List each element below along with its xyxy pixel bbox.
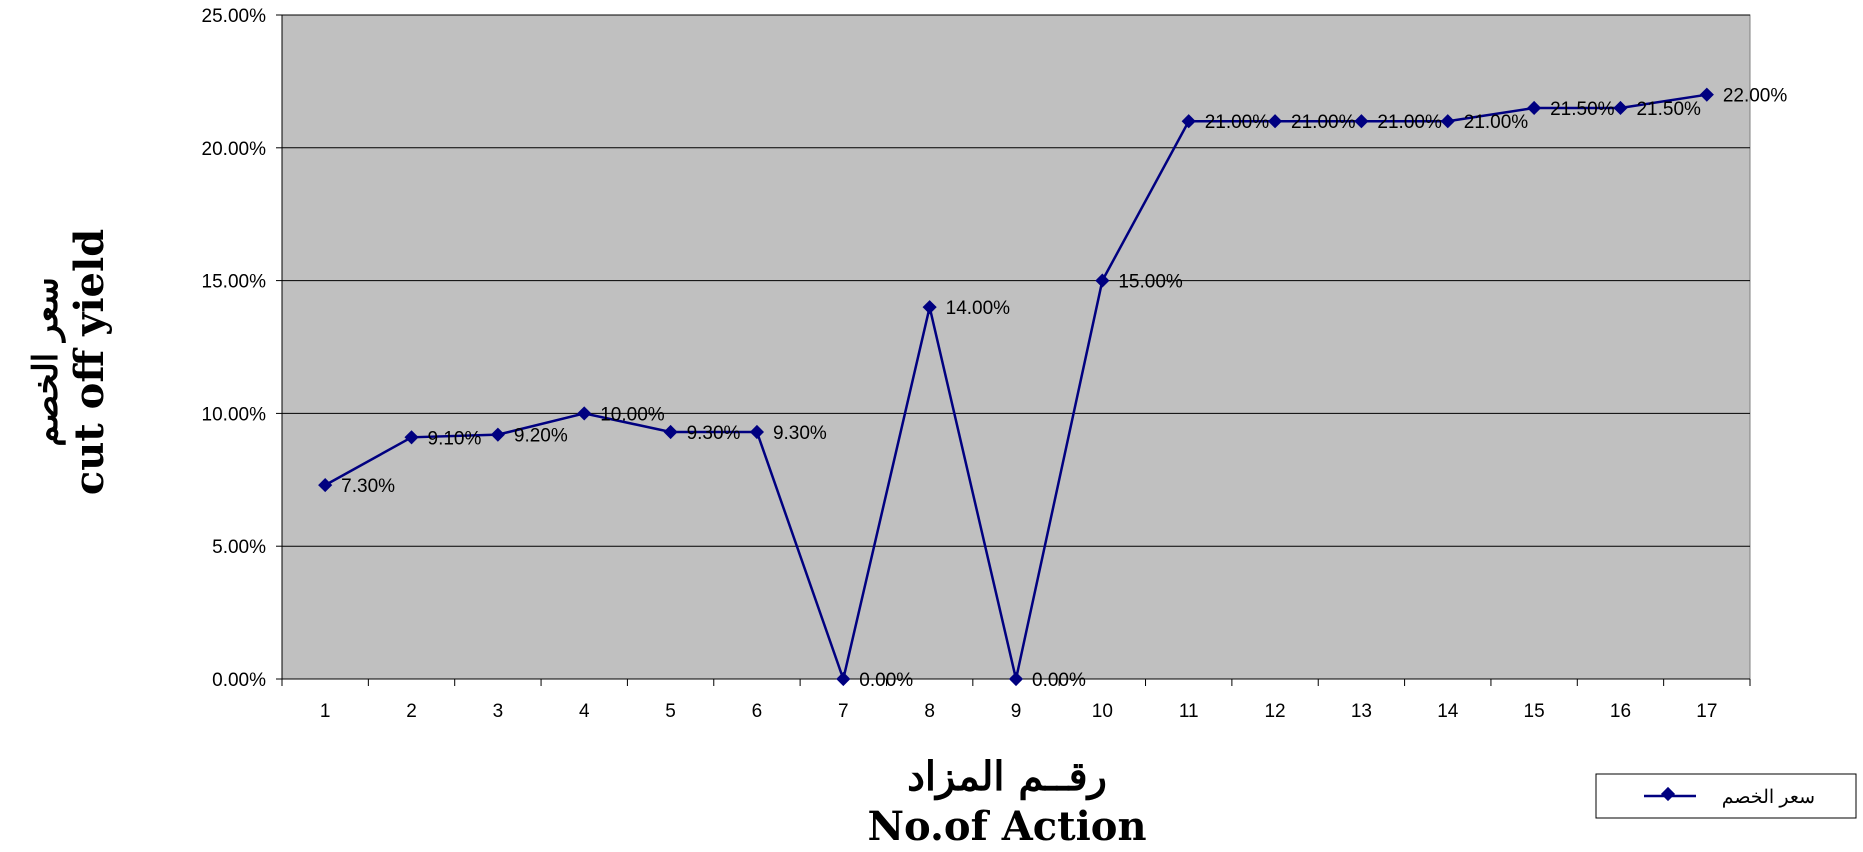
data-point <box>1008 671 1024 687</box>
series-markers <box>318 87 1714 687</box>
x-axis-ticks <box>281 679 1751 686</box>
data-label: 9.30% <box>773 423 827 444</box>
data-label: 21.00% <box>1291 112 1356 133</box>
data-label: 10.00% <box>600 404 665 425</box>
data-label: 22.00% <box>1723 86 1788 107</box>
data-label: 14.00% <box>946 298 1011 319</box>
data-point <box>404 430 419 445</box>
data-point <box>922 300 937 315</box>
x-tick-label: 5 <box>665 701 676 722</box>
legend-box <box>1595 773 1857 819</box>
x-tick-label: 8 <box>924 701 935 722</box>
legend: سعر الخصم <box>1595 773 1857 819</box>
x-axis-title-english: No.of Action <box>867 803 1146 850</box>
data-label: 7.30% <box>341 476 395 497</box>
x-tick-label: 2 <box>406 701 417 722</box>
x-axis-title-arabic: رقــم المزاد <box>907 753 1107 801</box>
data-label: 21.50% <box>1636 99 1701 120</box>
y-tick-label: 15.00% <box>202 272 267 293</box>
x-tick-label: 13 <box>1351 701 1372 722</box>
data-point <box>1527 100 1542 116</box>
x-tick-label: 3 <box>493 701 504 722</box>
y-axis-title-english: cut off yield <box>66 229 113 495</box>
legend-marker <box>1660 786 1676 802</box>
data-label: 21.50% <box>1550 99 1615 120</box>
data-label: 0.00% <box>1032 670 1086 691</box>
x-tick-label: 15 <box>1524 701 1545 722</box>
data-point <box>749 424 765 440</box>
data-point <box>663 424 678 440</box>
data-label: 21.00% <box>1464 112 1529 133</box>
x-tick-label: 7 <box>838 701 849 722</box>
y-tick-label: 25.00% <box>202 6 267 27</box>
plot-area <box>281 14 1751 680</box>
y-tick-label: 20.00% <box>202 139 267 160</box>
x-tick-label: 12 <box>1264 701 1285 722</box>
legend-label: سعر الخصم <box>1722 787 1815 808</box>
x-tick-label: 10 <box>1092 701 1113 722</box>
data-point <box>1181 114 1196 129</box>
data-point <box>1354 114 1369 129</box>
data-point <box>1440 114 1455 129</box>
y-axis-title: سعر الخصم cut off yield <box>26 229 113 495</box>
x-tick-label: 6 <box>752 701 763 722</box>
x-axis-tick-labels: 1 2 3 4 5 6 7 8 9 10 11 12 13 14 15 16 17 <box>320 701 1718 722</box>
x-tick-label: 16 <box>1610 701 1631 722</box>
data-labels: 7.30% 9.10% 9.20% 10.00% 9.30% 9.30% 0.00% 14.0… <box>341 86 1787 691</box>
data-label: 21.00% <box>1377 112 1442 133</box>
x-tick-label: 9 <box>1011 701 1022 722</box>
data-point <box>1699 87 1714 102</box>
x-tick-label: 11 <box>1179 701 1199 722</box>
data-label: 9.20% <box>514 426 568 447</box>
x-tick-label: 17 <box>1696 701 1717 722</box>
data-point <box>490 427 505 442</box>
data-label: 9.30% <box>687 423 741 444</box>
data-label: 9.10% <box>428 428 482 449</box>
x-tick-label: 1 <box>320 701 331 722</box>
data-label: 15.00% <box>1118 272 1183 293</box>
data-point <box>1613 100 1628 116</box>
data-point <box>577 406 592 421</box>
y-axis-title-arabic: سعر الخصم <box>26 277 66 446</box>
data-label: 0.00% <box>859 670 913 691</box>
x-tick-label: 4 <box>579 701 590 722</box>
y-tick-label: 10.00% <box>202 404 267 425</box>
data-label: 21.00% <box>1205 112 1270 133</box>
y-axis-tick-labels: 0.00% 5.00% 10.00% 15.00% 20.00% 25.00% <box>202 6 267 691</box>
data-point <box>1267 114 1283 129</box>
data-point <box>1095 273 1110 288</box>
y-tick-label: 5.00% <box>212 537 266 558</box>
data-point <box>836 671 851 687</box>
x-tick-label: 14 <box>1437 701 1459 722</box>
y-tick-label: 0.00% <box>212 670 266 691</box>
data-point <box>318 478 333 493</box>
